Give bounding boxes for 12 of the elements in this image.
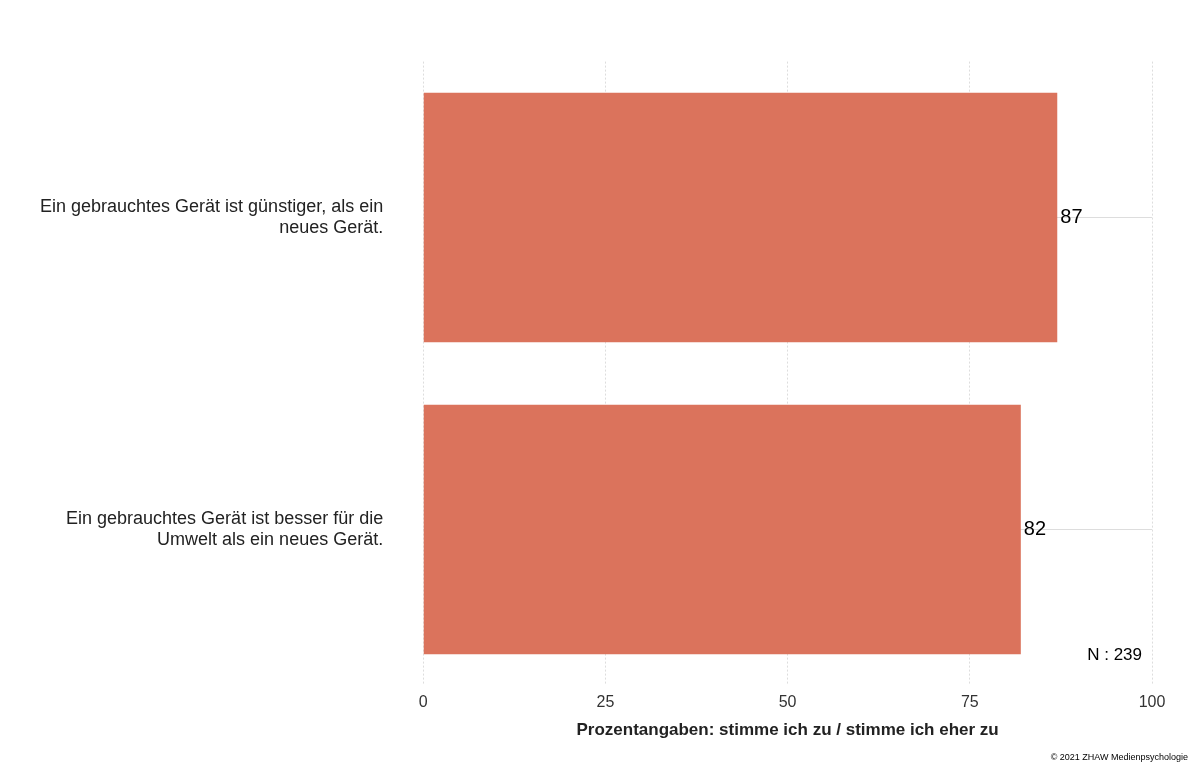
x-tick-label: 100 [1138,693,1166,711]
x-tick-label: 0 [418,693,428,711]
data-label: 82 [1023,516,1047,539]
text: © 2021 ZHAW Medienpsychologie [1050,751,1188,762]
data-label: 87 [1060,205,1083,228]
y-tick-label: Ein gebrauchtes Gerät ist günstiger, als ein neues Gerät. [39,195,384,238]
annotation: N : 239 [1087,645,1142,665]
y-tick-label: Ein gebrauchtes Gerät ist besser für die Umwelt als ein neues Gerät. [66,507,384,550]
x-axis-title: Prozentangaben: stimme ich zu / stimme ich eher zu [576,720,999,740]
x-tick-label: 75 [960,693,979,711]
x-tick-label: 50 [778,693,797,711]
x-tick-label: 25 [596,693,615,711]
